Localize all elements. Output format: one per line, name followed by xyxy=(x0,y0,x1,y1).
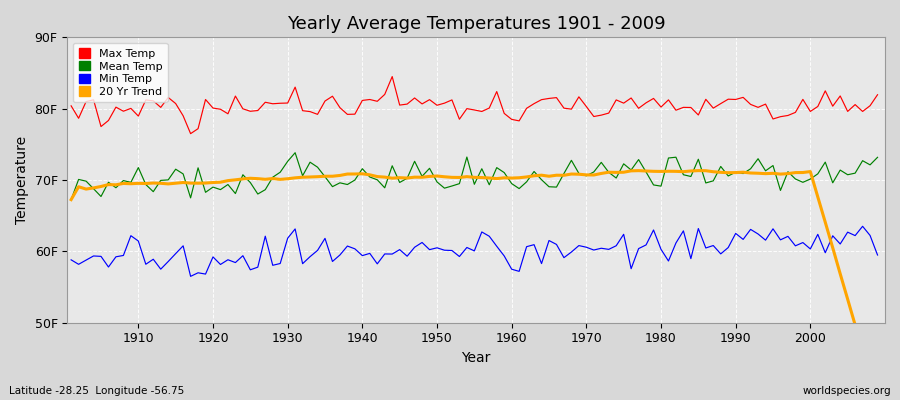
Line: Min Temp: Min Temp xyxy=(71,226,878,276)
Text: Latitude -28.25  Longitude -56.75: Latitude -28.25 Longitude -56.75 xyxy=(9,386,184,396)
Mean Temp xyxy=(125,180,136,185)
Max Temp xyxy=(611,98,622,102)
Mean Temp xyxy=(297,173,308,178)
20 Yr Trend xyxy=(66,197,77,202)
Max Temp xyxy=(387,74,398,79)
Min Temp xyxy=(185,274,196,279)
Mean Temp xyxy=(872,155,883,160)
20 Yr Trend xyxy=(596,171,607,176)
Min Temp xyxy=(507,267,517,272)
Max Temp xyxy=(342,112,353,117)
Min Temp xyxy=(514,269,525,274)
Line: Max Temp: Max Temp xyxy=(71,76,878,134)
X-axis label: Year: Year xyxy=(462,351,490,365)
Mean Temp xyxy=(290,150,301,155)
Y-axis label: Temperature: Temperature xyxy=(15,136,29,224)
Min Temp xyxy=(857,224,868,229)
Legend: Max Temp, Mean Temp, Min Temp, 20 Yr Trend: Max Temp, Mean Temp, Min Temp, 20 Yr Tre… xyxy=(73,43,167,102)
20 Yr Trend xyxy=(507,176,517,180)
Title: Yearly Average Temperatures 1901 - 2009: Yearly Average Temperatures 1901 - 2009 xyxy=(287,15,665,33)
20 Yr Trend xyxy=(335,173,346,178)
Mean Temp xyxy=(514,186,525,191)
Min Temp xyxy=(297,261,308,266)
20 Yr Trend xyxy=(872,398,883,400)
Mean Temp xyxy=(507,181,517,186)
Min Temp xyxy=(125,233,136,238)
20 Yr Trend xyxy=(499,176,509,180)
20 Yr Trend xyxy=(290,176,301,180)
Max Temp xyxy=(125,106,136,111)
Max Temp xyxy=(521,106,532,111)
Max Temp xyxy=(297,108,308,113)
Mean Temp xyxy=(66,197,77,202)
Mean Temp xyxy=(342,182,353,187)
Text: worldspecies.org: worldspecies.org xyxy=(803,386,891,396)
Min Temp xyxy=(342,244,353,248)
Max Temp xyxy=(66,104,77,108)
Min Temp xyxy=(603,247,614,252)
Mean Temp xyxy=(603,170,614,175)
Max Temp xyxy=(185,131,196,136)
20 Yr Trend xyxy=(125,181,136,186)
20 Yr Trend xyxy=(693,168,704,173)
Max Temp xyxy=(514,118,525,123)
Min Temp xyxy=(872,253,883,258)
Line: 20 Yr Trend: 20 Yr Trend xyxy=(71,171,878,400)
Min Temp xyxy=(66,258,77,262)
Max Temp xyxy=(872,92,883,97)
Line: Mean Temp: Mean Temp xyxy=(71,153,878,200)
